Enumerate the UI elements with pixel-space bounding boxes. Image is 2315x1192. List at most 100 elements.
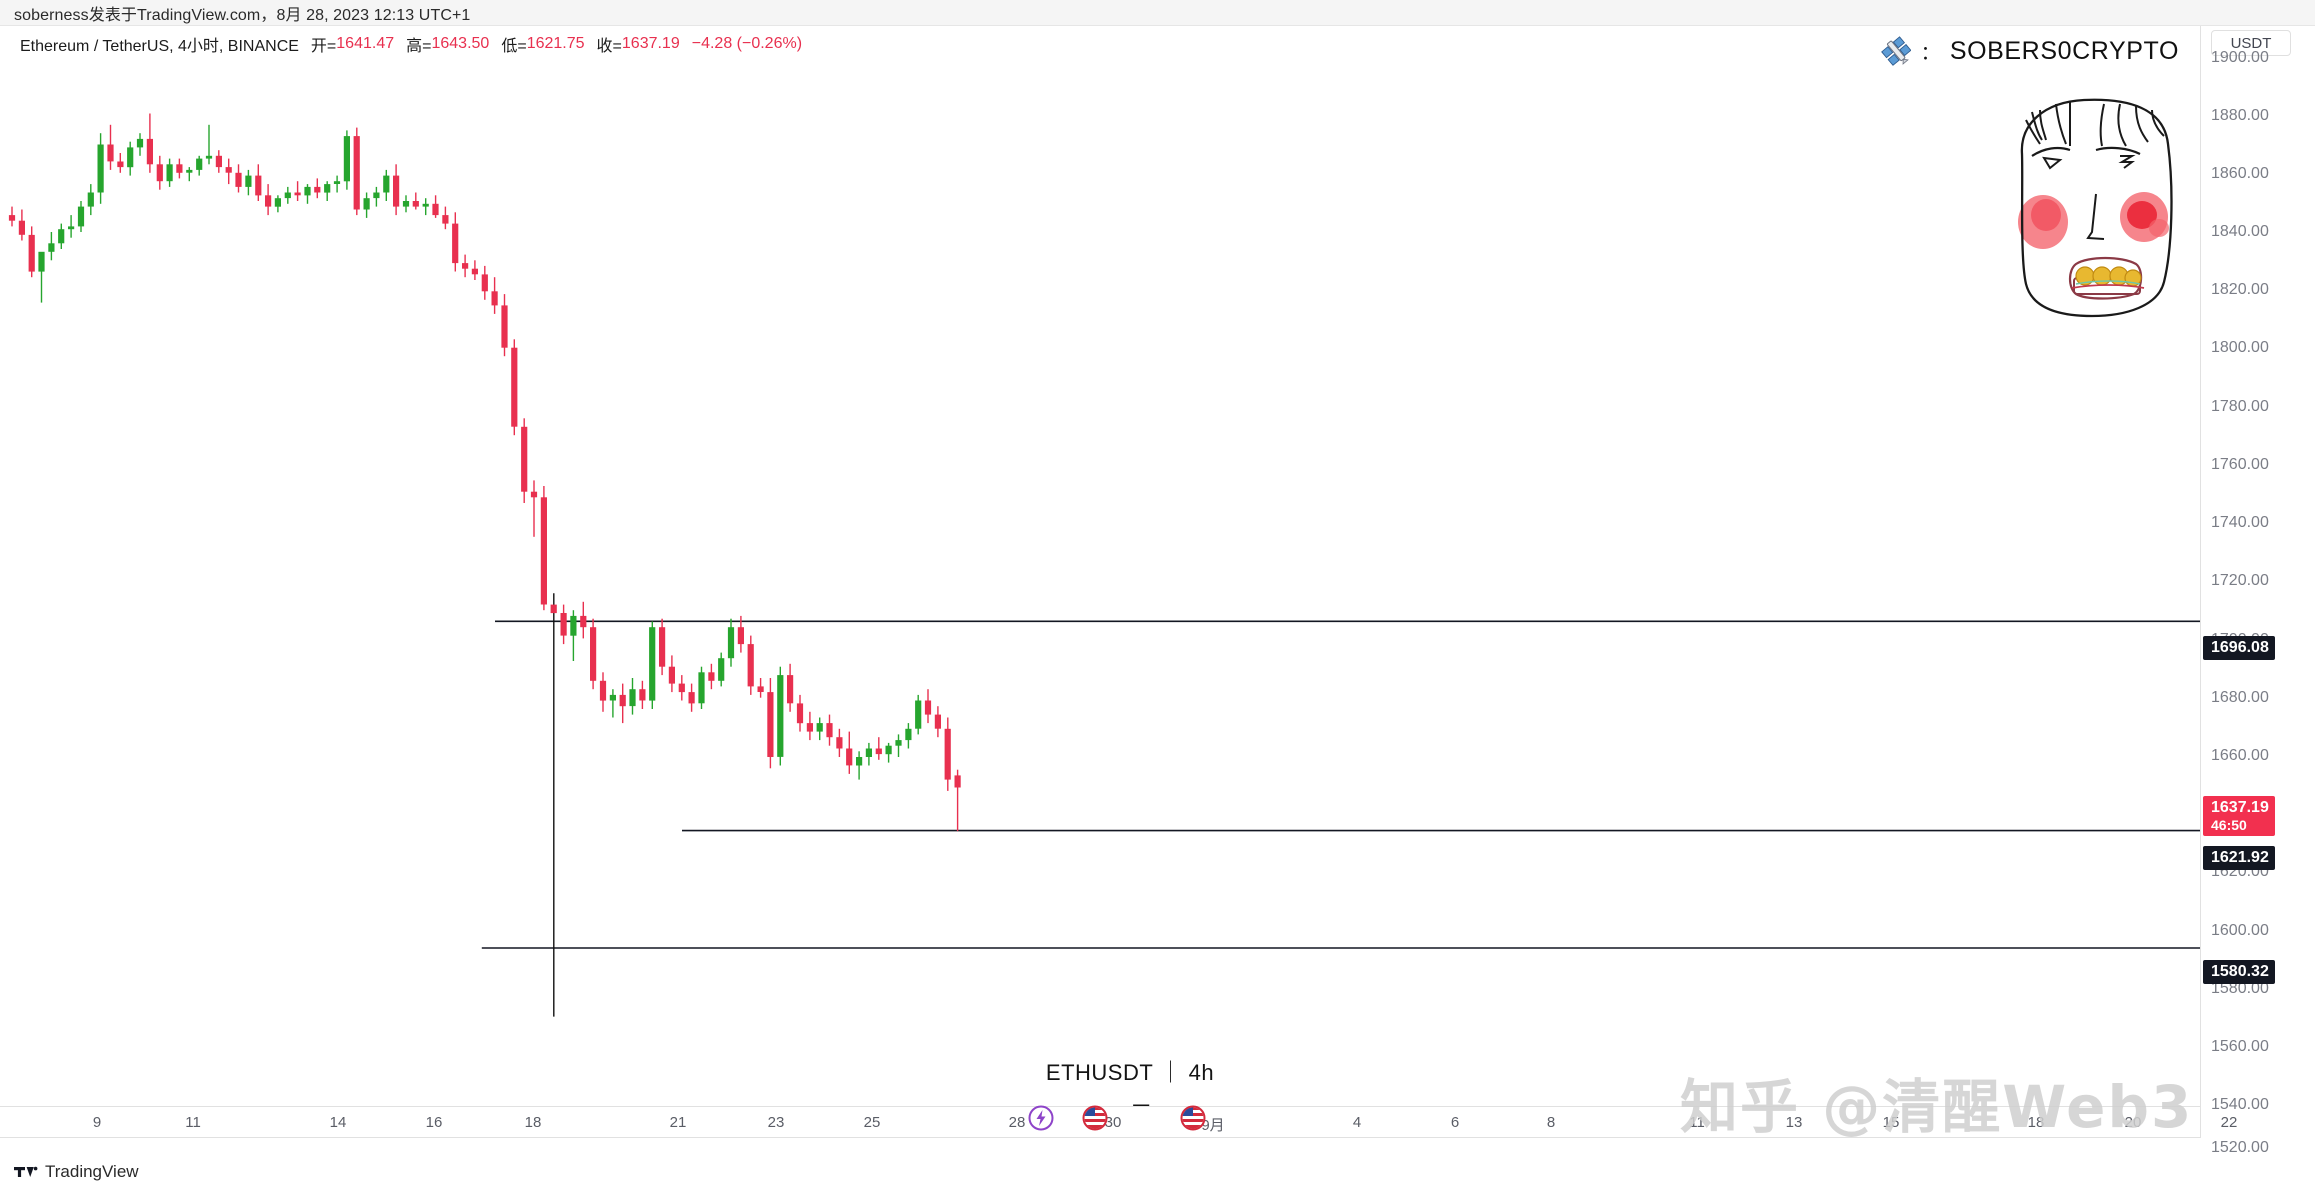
- candle-body-up: [274, 198, 281, 207]
- candle-body-up: [87, 192, 94, 207]
- candle-body-up: [205, 155, 213, 159]
- candle-body-up: [196, 158, 203, 170]
- current-price-badge[interactable]: 1637.19 46:50: [2203, 796, 2275, 837]
- candle-body-down: [924, 700, 932, 715]
- candle-body-down: [540, 497, 547, 605]
- candle-body-down: [412, 201, 419, 207]
- candle-body-down: [826, 723, 833, 738]
- price-tick-label: 1540.00: [2211, 1096, 2269, 1113]
- candle-body-down: [471, 268, 478, 275]
- candle-body-down: [806, 723, 813, 732]
- price-level-badge[interactable]: 1696.08: [2203, 636, 2275, 661]
- us-flag-event-icon[interactable]: [1082, 1105, 1108, 1131]
- price-badge-value: 1621.92: [2211, 849, 2269, 866]
- candle-body-up: [718, 658, 725, 681]
- price-axis[interactable]: USDT 1900.00 1880.00 1860.00 1840.00 1820.00…: [2200, 26, 2315, 1156]
- us-flag-event-icon[interactable]: [1180, 1105, 1206, 1131]
- time-tick-label: 14: [329, 1114, 347, 1131]
- candle-body-down: [954, 775, 961, 788]
- candlestick-plot[interactable]: [0, 26, 2200, 1138]
- lightning-event-icon[interactable]: [1028, 1105, 1054, 1131]
- price-tick-label: 1860.00: [2211, 165, 2269, 182]
- legend-low-label: 低=: [501, 38, 527, 55]
- brand-colon: ：: [1920, 42, 1940, 64]
- price-badge-value: 1637.19: [2211, 799, 2269, 816]
- candle-body-down: [501, 305, 508, 348]
- time-tick-label: 4: [1352, 1114, 1362, 1131]
- candle-body-down: [353, 136, 360, 210]
- price-level-badge[interactable]: 1580.32: [2203, 960, 2275, 985]
- candle-body-up: [38, 251, 45, 272]
- chart-legend[interactable]: Ethereum / TetherUS, 4小时, BINANCE 开= 1641…: [20, 32, 802, 56]
- legend-high-value: 1643.50: [431, 35, 490, 52]
- price-tick-label: 1900.00: [2211, 49, 2269, 66]
- candlestick-svg[interactable]: [0, 26, 2200, 1138]
- price-tick-label: 1880.00: [2211, 107, 2269, 124]
- price-tick-label: 1820.00: [2211, 281, 2269, 298]
- candle-body-up: [865, 748, 872, 757]
- tradingview-mark-icon: [14, 1164, 38, 1180]
- candle-body-up: [68, 226, 75, 230]
- price-axis-unit[interactable]: USDT: [2211, 30, 2291, 56]
- candle-body-down: [294, 192, 301, 196]
- candle-body-down: [235, 172, 242, 187]
- candle-body-up: [186, 169, 193, 173]
- candle-body-down: [836, 737, 843, 749]
- candle-body-up: [166, 164, 173, 182]
- candle-body-down: [846, 748, 853, 766]
- candle-body-down: [255, 175, 262, 196]
- brand-name: SOBERS0CRYPTO: [1949, 36, 2179, 65]
- time-tick-label: 20: [2124, 1114, 2142, 1131]
- time-tick-label: 18: [2027, 1114, 2045, 1131]
- time-tick-label: 8: [1546, 1114, 1556, 1131]
- attribution-bar: soberness发表于TradingView.com，8月 28, 2023 …: [0, 0, 2315, 26]
- candle-body-down: [225, 167, 232, 173]
- candle-body-up: [885, 745, 892, 755]
- candle-body-up: [609, 694, 616, 701]
- satellite-icon: [1880, 36, 1912, 66]
- candle-body-down: [432, 203, 439, 216]
- legend-close-value: 1637.19: [621, 35, 680, 52]
- candle-body-down: [18, 220, 25, 235]
- candle-body-up: [373, 192, 380, 199]
- candle-body-down: [265, 195, 272, 207]
- candle-body-up: [127, 147, 134, 168]
- candle-body-down: [442, 215, 449, 224]
- candle-body-up: [136, 138, 144, 148]
- price-badge-value: 1580.32: [2211, 963, 2269, 980]
- price-tick-label: 1840.00: [2211, 223, 2269, 240]
- time-tick-label: 11: [1689, 1114, 1705, 1131]
- candle-body-down: [521, 426, 528, 492]
- tradingview-logo[interactable]: TradingView: [14, 1162, 139, 1182]
- time-tick-label: 21: [669, 1114, 687, 1131]
- candle-body-up: [48, 243, 55, 252]
- candle-body-down: [688, 692, 695, 704]
- price-tick-label: 1780.00: [2211, 398, 2269, 415]
- candle-body-down: [590, 627, 597, 681]
- price-tick-label: 1740.00: [2211, 514, 2269, 531]
- price-tick-label: 1580.00: [2211, 980, 2269, 997]
- price-level-badge[interactable]: 1621.92: [2203, 846, 2275, 871]
- legend-change: −4.28 (−0.26%): [691, 35, 803, 52]
- candle-body-down: [599, 680, 607, 701]
- candle-body-down: [747, 644, 754, 687]
- candle-body-up: [333, 181, 341, 184]
- candle-body-up: [905, 728, 912, 741]
- candle-body-up: [58, 229, 65, 244]
- time-tick-label: 23: [767, 1114, 785, 1131]
- price-tick-label: 1720.00: [2211, 572, 2269, 589]
- candle-body-down: [452, 223, 459, 264]
- candle-body-down: [530, 491, 538, 498]
- candle-body-down: [796, 703, 804, 724]
- time-tick-label: 16: [425, 1114, 443, 1131]
- candle-body-up: [304, 186, 311, 196]
- time-tick-label: 28: [1008, 1114, 1026, 1131]
- price-tick-label: 1760.00: [2211, 456, 2269, 473]
- candle-body-down: [393, 175, 400, 207]
- price-tick-label: 1660.00: [2211, 747, 2269, 764]
- candle-body-down: [117, 161, 124, 168]
- candle-body-up: [649, 627, 656, 701]
- legend-symbol[interactable]: Ethereum / TetherUS, 4小时, BINANCE: [20, 38, 299, 55]
- candle-body-up: [727, 627, 735, 659]
- legend-high-label: 高=: [406, 38, 432, 55]
